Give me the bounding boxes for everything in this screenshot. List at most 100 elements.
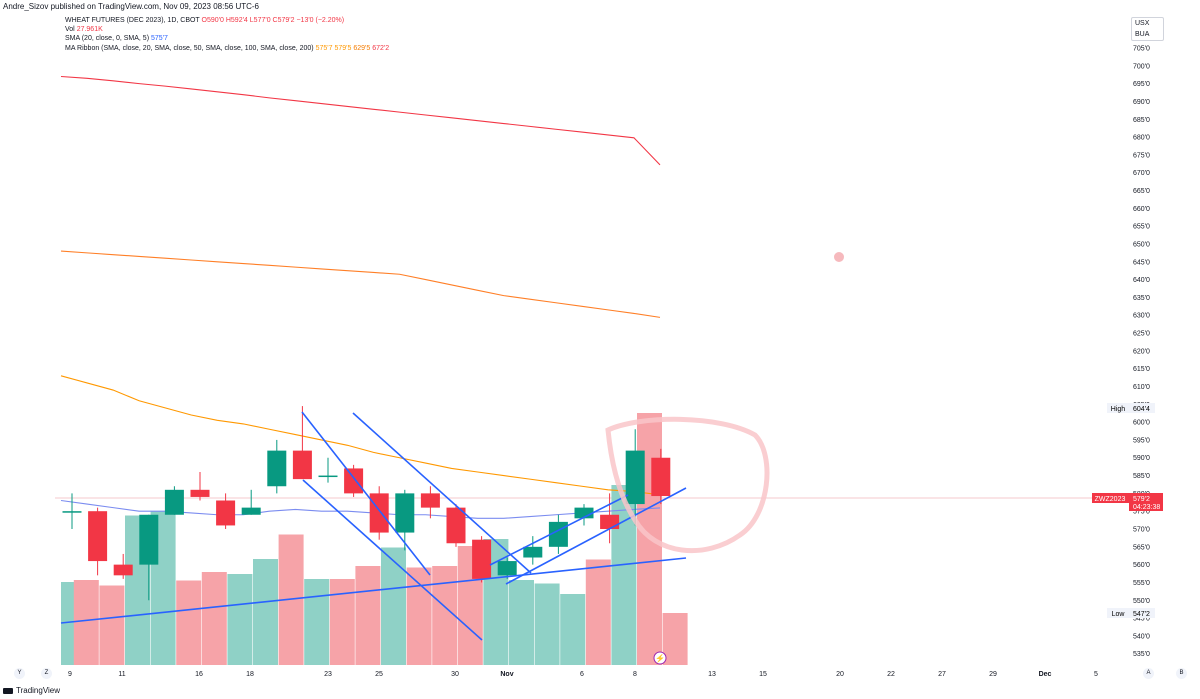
- price-tick-label: 635'0: [1133, 295, 1150, 302]
- price-tick-label: 685'0: [1133, 117, 1150, 124]
- marker-dot[interactable]: [834, 252, 844, 262]
- high-value: 604'4: [1133, 406, 1150, 413]
- channel-line-inner[interactable]: [302, 479, 483, 641]
- time-tick-label: 25: [375, 671, 383, 678]
- channel-line-upper[interactable]: [352, 412, 532, 574]
- volume-bar: [534, 583, 560, 665]
- moving-average-lines: [60, 75, 661, 519]
- price-tick-label: 630'0: [1133, 313, 1150, 320]
- rising-line-lower[interactable]: [505, 487, 687, 585]
- time-tick-label: 27: [938, 671, 946, 678]
- volume-bar: [99, 585, 125, 665]
- price-tick-label: 550'0: [1133, 598, 1150, 605]
- ma50-line: [60, 375, 661, 496]
- price-tick-label: 680'0: [1133, 135, 1150, 142]
- legend-sma-row[interactable]: SMA (20, close, 0, SMA, 5) 575'7: [65, 34, 389, 43]
- channel-line-lower[interactable]: [301, 411, 431, 576]
- last-price-marker: ZWZ2023 579'2 04:23:38: [1092, 493, 1163, 511]
- price-tick-label: 705'0: [1133, 46, 1150, 53]
- price-tick-label: 665'0: [1133, 188, 1150, 195]
- currency-unit-selector[interactable]: USX BUA: [1131, 17, 1164, 41]
- volume-bar: [509, 580, 534, 665]
- price-tick-label: 620'0: [1133, 348, 1150, 355]
- candle-body: [113, 564, 133, 576]
- ohlc-change: −13'0 (−2.20%): [296, 17, 345, 24]
- time-tick-label: 6: [580, 671, 584, 678]
- price-tick-label: 610'0: [1133, 384, 1150, 391]
- time-tick-label: 15: [759, 671, 767, 678]
- candle-body: [267, 450, 287, 487]
- publish-header: Andre_Sizov published on TradingView.com…: [0, 0, 1200, 12]
- scale-button-z[interactable]: Z: [41, 668, 52, 679]
- candle-body: [344, 468, 364, 494]
- price-tick-label: 585'0: [1133, 473, 1150, 480]
- scale-button-a[interactable]: A: [1143, 668, 1154, 679]
- volume-bar: [381, 547, 406, 665]
- price-tick-label: 670'0: [1133, 170, 1150, 177]
- candle-body: [523, 546, 543, 558]
- tradingview-logo[interactable]: TradingView: [3, 686, 60, 695]
- ohlc-low: L577'0: [249, 17, 271, 24]
- volume-bar: [560, 594, 586, 665]
- currency-line-1: USX: [1135, 20, 1150, 27]
- price-tick-label: 675'0: [1133, 152, 1150, 159]
- legend-ribbon-row[interactable]: MA Ribbon (SMA, close, 20, SMA, close, 5…: [65, 44, 389, 53]
- support-line[interactable]: [60, 557, 687, 624]
- volume-bar: [304, 579, 330, 665]
- price-tick-label: 575'0: [1133, 509, 1150, 516]
- sma20-line: [60, 499, 661, 519]
- sma-value: 575'7: [150, 35, 168, 43]
- price-tick-label: 655'0: [1133, 224, 1150, 231]
- candle-body: [420, 493, 440, 508]
- volume-alert-icon[interactable]: ⚡: [653, 651, 667, 665]
- candle-body: [600, 514, 620, 530]
- volume-bar: [176, 580, 202, 665]
- time-tick-label: Nov: [500, 671, 513, 678]
- price-tick-label: 570'0: [1133, 527, 1150, 534]
- highlight-circle[interactable]: [605, 416, 770, 554]
- scale-button-y[interactable]: Y: [14, 668, 25, 679]
- price-tick-label: 645'0: [1133, 259, 1150, 266]
- candle-body: [395, 493, 415, 533]
- time-scale[interactable]: 9 11 16 18 23 25 30 Nov 6 8 13 15 20 22 27 29 Dec 5: [68, 671, 1098, 678]
- candle-body: [292, 450, 312, 480]
- candle-body: [472, 539, 492, 579]
- time-tick-label: 9: [68, 671, 72, 678]
- ohlc-open: O590'0: [201, 17, 224, 24]
- candle-body: [369, 493, 389, 533]
- price-tick-label: 595'0: [1133, 437, 1150, 444]
- published-by-text: Andre_Sizov published on TradingView.com…: [3, 2, 260, 11]
- footer: TradingView: [0, 682, 1200, 699]
- rising-line-upper[interactable]: [489, 494, 629, 566]
- low-marker: Low 547'2: [1107, 608, 1155, 618]
- time-tick-label: 18: [246, 671, 254, 678]
- time-tick-label: 29: [989, 671, 997, 678]
- legend-symbol-row[interactable]: WHEAT FUTURES (DEC 2023), 1D, CBOT O590'…: [65, 16, 389, 25]
- legend-volume-row[interactable]: Vol 27.961K: [65, 25, 389, 34]
- price-tick-label: 540'0: [1133, 633, 1150, 640]
- price-scale[interactable]: 705'0 700'0 695'0 690'0 685'0 680'0 675'0 670'0…: [1133, 46, 1150, 659]
- volume-bar: [253, 559, 278, 665]
- ohlc-close: C579'2: [272, 17, 295, 24]
- ribbon-value-3: 629'5: [353, 44, 371, 52]
- time-tick-label: 16: [195, 671, 203, 678]
- scale-button-b[interactable]: B: [1176, 668, 1187, 679]
- ribbon-label: MA Ribbon (SMA, close, 20, SMA, close, 5…: [65, 44, 314, 52]
- high-marker: High 604'4: [1107, 403, 1155, 413]
- tradingview-icon: [3, 687, 13, 694]
- price-tick-label: 535'0: [1133, 651, 1150, 658]
- ma100-line: [60, 250, 661, 318]
- ribbon-value-1: 575'7: [315, 44, 333, 52]
- time-tick-label: 8: [633, 671, 637, 678]
- candle-body: [139, 514, 159, 565]
- time-tick-label: 30: [451, 671, 459, 678]
- chart-legend: WHEAT FUTURES (DEC 2023), 1D, CBOT O590'…: [65, 16, 389, 53]
- currency-line-2: BUA: [1135, 31, 1150, 38]
- price-tick-label: 600'0: [1133, 420, 1150, 427]
- volume-bar: [329, 579, 355, 665]
- candle-body: [190, 489, 210, 497]
- volume-bar: [406, 567, 432, 665]
- drawn-trendlines[interactable]: [60, 411, 687, 641]
- price-tick-label: 700'0: [1133, 63, 1150, 70]
